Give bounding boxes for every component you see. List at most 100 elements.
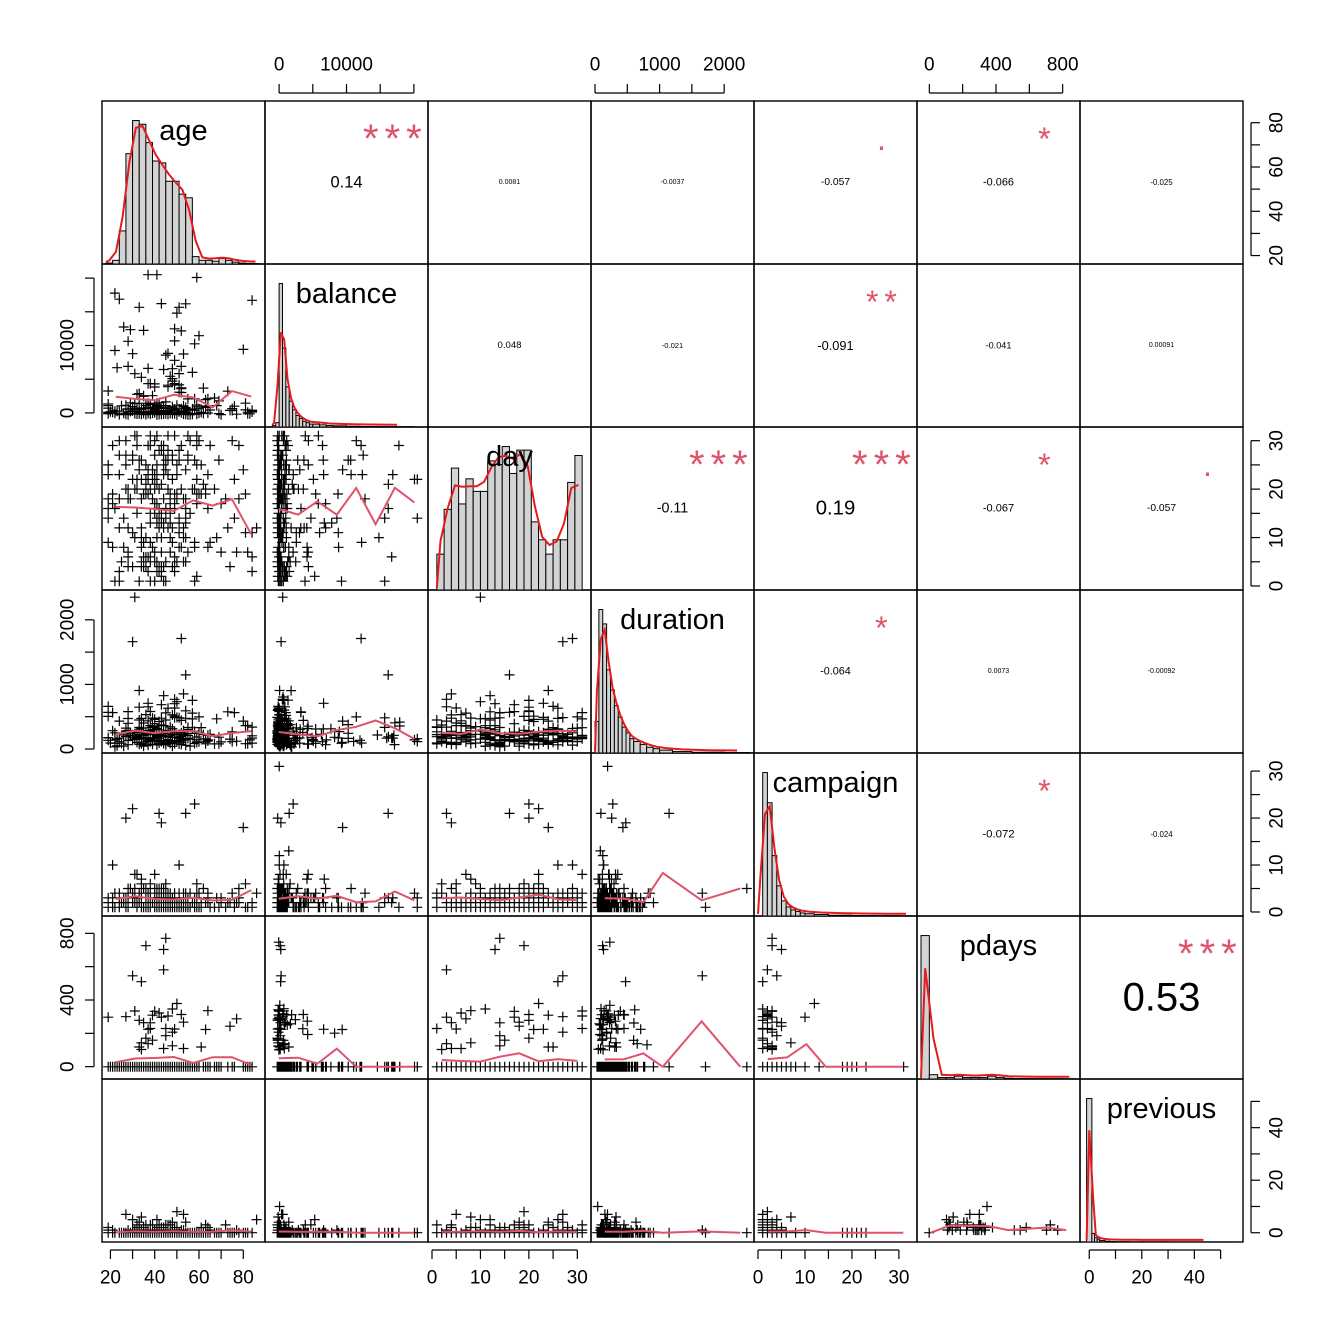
left-axis-label-balance: 10000 — [58, 319, 79, 372]
panel-previous-campaign — [753, 1078, 918, 1243]
correlation-value-balance-campaign: -0.091 — [817, 338, 853, 353]
bottom-axis-label-age: 60 — [188, 1268, 209, 1289]
hist-bar-duration — [652, 748, 661, 754]
hist-bar-balance — [308, 423, 314, 428]
significance-stars-age-pdays: * — [1038, 121, 1056, 157]
right-axis-label-age: 40 — [1267, 201, 1288, 222]
scatter-points-duration-vs-day — [431, 592, 588, 752]
correlation-value-age-previous: -0.025 — [1150, 178, 1173, 187]
right-axis-label-age: 60 — [1267, 156, 1288, 177]
hist-bar-duration — [617, 716, 623, 754]
left-axis-label-balance: 0 — [58, 408, 79, 419]
significance-stars-day-previous: . — [1203, 447, 1218, 483]
smooth-line-duration-vs-day — [441, 728, 578, 736]
hist-bar-day — [487, 460, 496, 591]
scatter-points-day-vs-age — [103, 430, 262, 587]
hist-bar-age — [178, 193, 187, 265]
hist-bar-pdays — [995, 1077, 1005, 1080]
hist-bar-pdays — [962, 1077, 972, 1080]
correlation-value-age-balance: 0.14 — [330, 174, 362, 192]
right-axis-label-day: 30 — [1267, 430, 1288, 451]
hist-bar-campaign — [813, 913, 829, 917]
hist-bar-duration — [672, 751, 693, 754]
scatter-points-previous-vs-pdays — [924, 1201, 1063, 1238]
correlation-value-day-previous: -0.057 — [1147, 503, 1176, 514]
correlation-value-duration-campaign: -0.064 — [820, 666, 851, 678]
diagonal-label-balance: balance — [296, 278, 398, 310]
hist-bar-age — [158, 162, 167, 265]
scatter-points-campaign-vs-day — [431, 799, 588, 913]
hist-bar-balance — [292, 409, 297, 428]
correlation-value-day-campaign: 0.19 — [816, 498, 855, 520]
correlation-value-day-pdays: -0.067 — [983, 503, 1014, 515]
scatter-points-previous-vs-day — [431, 1206, 588, 1238]
density-line-age — [105, 124, 256, 263]
scatter-points-pdays-vs-day — [431, 933, 588, 1072]
significance-stars-day-campaign: *** — [852, 443, 917, 487]
significance-stars-balance-campaign: ** — [866, 284, 903, 320]
bottom-axis-label-campaign: 30 — [888, 1268, 909, 1289]
density-line-balance — [271, 332, 398, 426]
significance-stars-age-balance: *** — [363, 117, 428, 161]
top-axis-label-pdays: 0 — [924, 55, 935, 76]
right-axis-label-day: 20 — [1267, 479, 1288, 500]
scatter-points-campaign-vs-balance — [272, 761, 423, 913]
smooth-line-previous-vs-balance — [278, 1230, 415, 1234]
smooth-line-previous-vs-pdays — [930, 1224, 1067, 1234]
hist-bar-campaign — [776, 885, 782, 917]
bottom-axis-label-age: 20 — [100, 1268, 121, 1289]
hist-bar-age — [152, 160, 160, 265]
hist-bar-age — [225, 259, 233, 265]
smooth-line-balance-vs-age — [115, 389, 252, 409]
panel-previous-day — [427, 1078, 592, 1243]
hist-bar-age — [118, 230, 127, 265]
hist-bar-duration — [621, 726, 627, 754]
hist-bar-duration — [691, 751, 725, 754]
hist-bar-pdays — [978, 1077, 989, 1080]
correlation-value-balance-pdays: -0.041 — [986, 341, 1012, 351]
scatter-points-day-vs-balance — [272, 430, 423, 587]
smooth-line-campaign-vs-balance — [278, 890, 415, 904]
bottom-axis-label-age: 40 — [144, 1268, 165, 1289]
correlation-value-age-duration: -0.0037 — [661, 179, 685, 186]
diagonal-label-previous: previous — [1107, 1093, 1217, 1125]
scatter-points-previous-vs-campaign — [757, 1206, 871, 1238]
right-axis-label-age: 80 — [1267, 112, 1288, 133]
bottom-axis-label-day: 0 — [427, 1268, 438, 1289]
top-axis-label-pdays: 800 — [1047, 55, 1079, 76]
hist-bar-age — [231, 261, 240, 265]
hist-bar-day — [523, 449, 532, 591]
hist-bar-pdays — [928, 1074, 939, 1080]
hist-bar-campaign — [795, 910, 801, 917]
scatter-points-pdays-vs-duration — [592, 937, 752, 1072]
hist-bar-age — [245, 262, 253, 265]
scatter-points-campaign-vs-age — [103, 799, 262, 913]
hist-bar-balance — [271, 425, 277, 428]
panel-pdays-campaign — [753, 915, 918, 1080]
significance-stars-campaign-pdays: * — [1038, 773, 1056, 809]
correlation-value-duration-previous: -0.00092 — [1148, 668, 1176, 675]
hist-bar-duration — [613, 705, 619, 754]
panel-pdays-age — [101, 915, 266, 1080]
density-line-pdays — [920, 968, 1070, 1078]
smooth-line-pdays-vs-age — [115, 1055, 252, 1066]
hist-bar-duration — [639, 743, 648, 754]
hist-bar-day — [559, 539, 569, 591]
top-axis-label-balance: 0 — [274, 55, 285, 76]
hist-bar-day — [574, 455, 583, 591]
hist-bar-balance — [302, 420, 307, 428]
hist-bar-age — [218, 257, 227, 265]
left-axis-label-pdays: 0 — [58, 1061, 79, 1072]
smooth-line-campaign-vs-day — [441, 893, 578, 902]
right-axis-label-day: 10 — [1267, 527, 1288, 548]
hist-bar-age — [165, 180, 173, 265]
hist-bar-day — [458, 503, 467, 591]
density-line-previous — [1085, 1130, 1204, 1241]
hist-bar-age — [205, 259, 213, 265]
hist-bar-age — [138, 123, 147, 265]
hist-bar-age — [112, 259, 120, 265]
density-line-campaign — [757, 803, 907, 915]
bottom-axis-label-previous: 20 — [1131, 1268, 1152, 1289]
smooth-line-duration-vs-age — [115, 729, 252, 738]
smooth-line-campaign-vs-age — [115, 889, 252, 902]
